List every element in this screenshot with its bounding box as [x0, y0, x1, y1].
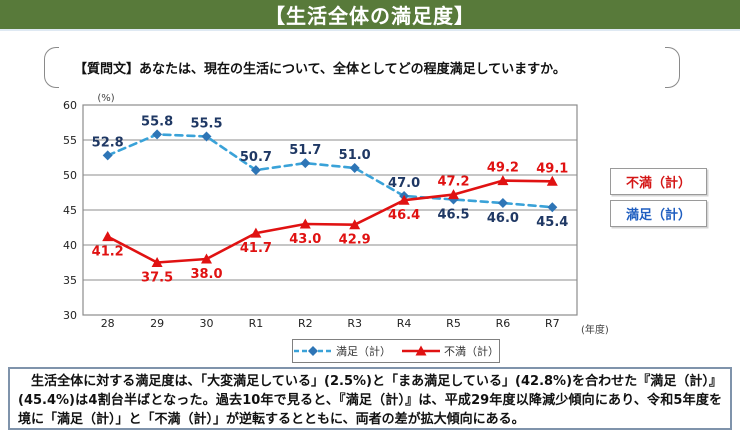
line-chart: 30 35 40 45 50 55 60 (%) (年度) 28 29 30 R1 R2 R3 R4 R5 R6 R…	[63, 93, 609, 336]
svg-text:R2: R2	[298, 317, 313, 330]
svg-text:45: 45	[63, 204, 77, 217]
svg-text:(年度): (年度)	[581, 323, 609, 336]
svg-text:29: 29	[150, 317, 164, 330]
svg-text:40: 40	[63, 239, 77, 252]
legend-label-satisfied: 満足（計）	[336, 345, 391, 358]
svg-text:R1: R1	[249, 317, 264, 330]
svg-text:37.5: 37.5	[141, 271, 173, 286]
svg-text:R5: R5	[446, 317, 461, 330]
svg-text:38.0: 38.0	[190, 267, 222, 282]
svg-text:R6: R6	[496, 317, 511, 330]
right-bracket-decoration	[665, 47, 680, 88]
svg-text:49.1: 49.1	[536, 161, 568, 176]
svg-text:41.7: 41.7	[240, 241, 272, 256]
svg-text:41.2: 41.2	[92, 245, 124, 260]
svg-text:52.8: 52.8	[92, 135, 124, 150]
series-callout-satisfied: 満足（計）	[610, 200, 707, 227]
svg-text:49.2: 49.2	[487, 161, 519, 176]
svg-text:46.5: 46.5	[437, 208, 469, 223]
question-box: 【質問文】あなたは、現在の生活について、全体としてどの程度満足していますか。	[44, 47, 680, 88]
svg-text:28: 28	[101, 317, 115, 330]
svg-text:55.5: 55.5	[190, 117, 222, 132]
chart-legend: 満足（計） 不満（計）	[292, 339, 500, 363]
summary-text: 生活全体に対する満足度は、「大変満足している」(2.5%)と「まあ満足している」…	[18, 374, 722, 427]
svg-text:55.8: 55.8	[141, 114, 173, 129]
question-text: 【質問文】あなたは、現在の生活について、全体としてどの程度満足していますか。	[74, 62, 566, 77]
svg-text:45.4: 45.4	[536, 215, 568, 230]
slide-header-bar: 【生活全体の満足度】	[0, 0, 740, 31]
series-callout-dissatisfied-label: 不満（計）	[625, 176, 691, 191]
svg-text:50: 50	[63, 169, 77, 182]
svg-text:R7: R7	[545, 317, 560, 330]
svg-text:47.0: 47.0	[388, 176, 420, 191]
dashed-line-diamond-icon	[294, 346, 332, 356]
left-bracket-decoration	[44, 47, 59, 88]
summary-box: 生活全体に対する満足度は、「大変満足している」(2.5%)と「まあ満足している」…	[8, 367, 732, 430]
legend-entry-satisfied: 満足（計）	[293, 343, 391, 359]
svg-text:R4: R4	[397, 317, 412, 330]
svg-text:30: 30	[200, 317, 214, 330]
series-callout-dissatisfied: 不満（計）	[610, 168, 707, 195]
legend-entry-dissatisfied: 不満（計）	[401, 343, 499, 359]
series-callout-satisfied-label: 満足（計）	[625, 208, 691, 223]
svg-text:51.0: 51.0	[339, 148, 371, 163]
svg-text:30: 30	[63, 309, 77, 322]
page-title: 【生活全体の満足度】	[265, 4, 475, 28]
svg-text:43.0: 43.0	[289, 232, 321, 247]
svg-text:51.7: 51.7	[289, 143, 321, 158]
svg-text:(%): (%)	[97, 93, 114, 104]
svg-text:42.9: 42.9	[339, 233, 371, 248]
solid-line-triangle-icon	[402, 345, 440, 356]
svg-text:55: 55	[63, 134, 77, 147]
svg-text:47.2: 47.2	[437, 175, 469, 190]
svg-text:46.4: 46.4	[388, 208, 420, 223]
svg-text:R3: R3	[347, 317, 362, 330]
legend-label-dissatisfied: 不満（計）	[444, 345, 499, 358]
svg-text:50.7: 50.7	[240, 150, 272, 165]
svg-text:46.0: 46.0	[487, 211, 519, 226]
svg-text:35: 35	[63, 274, 77, 287]
svg-text:60: 60	[63, 99, 77, 112]
